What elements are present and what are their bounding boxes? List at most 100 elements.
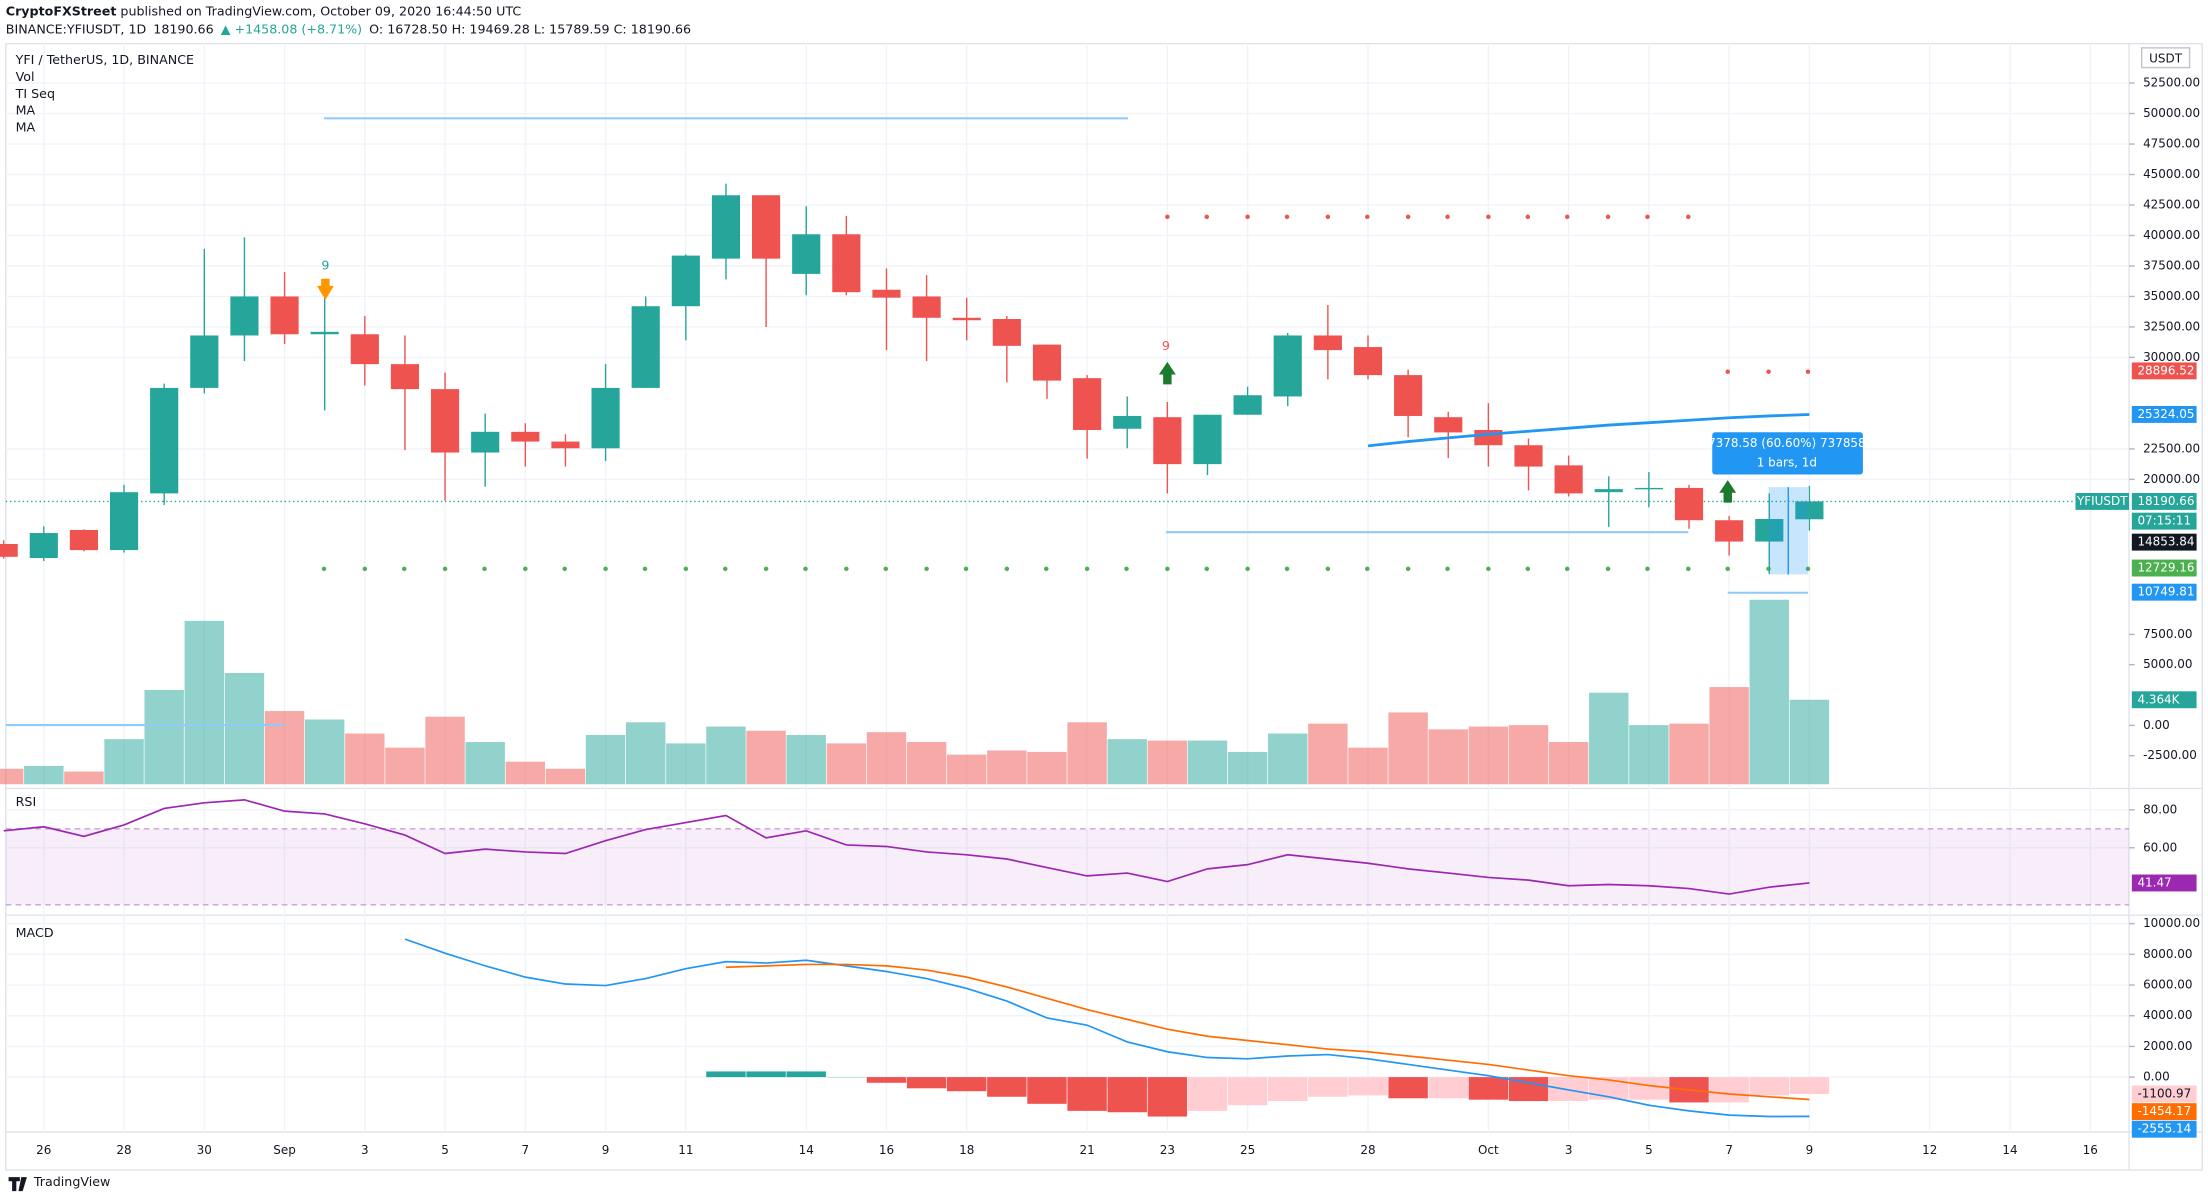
macd-histogram-bar	[866, 1077, 907, 1083]
measure-text: 7378.58 (60.60%) 737858	[1708, 436, 1866, 450]
macd-histogram-bar	[1027, 1077, 1067, 1104]
price-label: 14853.84	[2137, 535, 2194, 549]
candle-body	[150, 387, 179, 494]
y-tick-label: 35000.00	[2143, 289, 2200, 303]
price-label: 10749.81	[2137, 585, 2194, 599]
candle-body	[350, 334, 379, 365]
volume-bar	[385, 747, 425, 785]
volume-bar	[1508, 725, 1549, 785]
candle-body	[1434, 417, 1463, 433]
ma-line	[1367, 413, 1810, 448]
volume-bar	[866, 732, 907, 785]
y-tick-label: -2500.00	[2143, 748, 2197, 762]
candle-body	[1113, 415, 1142, 429]
candle-body	[1032, 344, 1062, 381]
macd-histogram-bar	[1749, 1077, 1789, 1096]
macd-label: -1100.97	[2137, 1087, 2191, 1101]
macd-histogram-bar	[1268, 1077, 1308, 1102]
candle-body	[69, 529, 99, 551]
td-count: 9	[1162, 338, 1170, 353]
candle-body	[671, 255, 700, 307]
volume-bar	[1348, 747, 1388, 785]
volume-bar	[545, 768, 586, 785]
volume-bar	[826, 743, 867, 785]
y-tick-label: 30000.00	[2143, 350, 2200, 364]
volume-bar	[1669, 723, 1709, 785]
volume-bar	[184, 620, 225, 785]
candle-body	[1715, 520, 1744, 542]
y-tick-label: 7500.00	[2143, 627, 2192, 641]
marks	[0, 183, 1830, 1118]
candle-body	[631, 306, 660, 388]
volume-bar	[585, 734, 626, 785]
macd-label: -1454.17	[2137, 1104, 2191, 1118]
price-label: 28896.52	[2137, 363, 2194, 377]
macd-histogram-bar	[947, 1077, 987, 1092]
candle-body	[471, 431, 500, 453]
x-tick-label: 25	[1240, 1143, 1255, 1157]
x-tick-label: 26	[36, 1143, 51, 1157]
volume-bar	[264, 711, 305, 785]
macd-label-bg	[2131, 1085, 2197, 1103]
volume-bar	[425, 716, 465, 785]
y-tick-label: 37500.00	[2143, 258, 2200, 272]
x-tick-label: Sep	[273, 1143, 296, 1157]
x-tick-label: 3	[361, 1143, 369, 1157]
volume-bar	[144, 689, 184, 785]
y-tick-label: 2000.00	[2143, 1039, 2192, 1053]
currency: USDT	[2149, 52, 2183, 66]
x-tick-label: 5	[1645, 1143, 1653, 1157]
macd-histogram-bar	[1348, 1077, 1388, 1096]
volume-bar	[104, 739, 144, 785]
candle-body	[1594, 489, 1623, 493]
macd-histogram-bar	[1227, 1077, 1268, 1106]
candle-body	[992, 319, 1021, 346]
x-tick-label: 18	[959, 1143, 974, 1157]
x-tick-label: 3	[1565, 1143, 1573, 1157]
candle-body	[0, 544, 18, 557]
y-tick-label: 47500.00	[2143, 137, 2200, 151]
candle-body	[29, 533, 58, 559]
chart-title: YFI / TetherUS, 1D, BINANCE	[15, 52, 194, 67]
rsi-band	[5, 828, 2130, 905]
candle-body	[872, 289, 901, 298]
volume-bar	[1067, 722, 1107, 785]
volume-bar	[1629, 725, 1669, 785]
price-label: 25324.05	[2137, 407, 2194, 421]
volume-bar	[1388, 712, 1428, 785]
y-tick-label: 10000.00	[2143, 916, 2200, 930]
y-tick-label: 0.00	[2143, 1070, 2170, 1084]
price-label-bg	[2131, 362, 2197, 380]
candle-body	[109, 492, 139, 551]
price-label: 18190.66	[2137, 494, 2194, 508]
td-count: 9	[321, 258, 329, 273]
volume-bar	[1428, 729, 1468, 785]
candle-body	[1233, 395, 1262, 415]
footer-brand: TradingView	[33, 1174, 110, 1189]
volume-bar	[1589, 692, 1629, 785]
buy-arrow	[1719, 480, 1737, 503]
change: ▲ +1458.08 (+8.71%)	[221, 21, 362, 36]
candle-body	[711, 195, 741, 259]
y-tick-label: 5000.00	[2143, 657, 2192, 671]
volume-bar	[947, 754, 987, 785]
macd-histogram-bar	[1629, 1077, 1669, 1100]
volume-bar	[1709, 687, 1749, 785]
volume-bar	[1789, 699, 1830, 785]
macd-histogram-bar	[1428, 1077, 1468, 1099]
volume-bar	[505, 761, 546, 785]
volume-bar	[24, 765, 64, 785]
candle-body	[190, 335, 219, 388]
candle-body	[832, 234, 861, 293]
candle-body	[952, 317, 981, 321]
y-tick-label: 0.00	[2143, 718, 2170, 732]
rsi-title: RSI	[16, 794, 37, 809]
volume-bar	[1027, 751, 1067, 785]
symbol: BINANCE:YFIUSDT, 1D	[6, 21, 146, 36]
chart-frame	[5, 42, 2203, 1171]
countdown: 07:15:11	[2137, 514, 2191, 528]
volume-bar	[1308, 723, 1348, 785]
candle-body	[1313, 335, 1342, 351]
x-tick-label: 5	[441, 1143, 449, 1157]
